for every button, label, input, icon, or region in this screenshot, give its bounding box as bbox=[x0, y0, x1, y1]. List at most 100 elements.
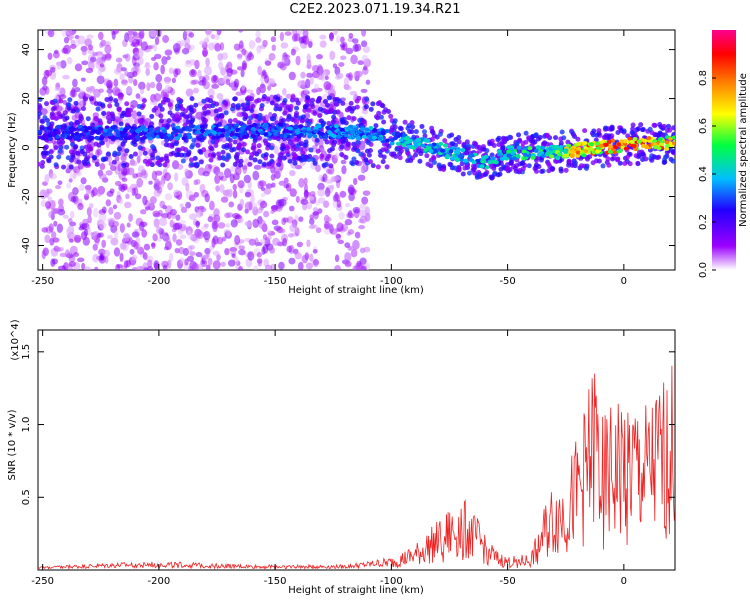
heatmap-cell bbox=[72, 78, 78, 88]
heatmap-cell bbox=[549, 154, 555, 159]
heatmap-cell bbox=[42, 133, 48, 138]
heatmap-cell bbox=[343, 77, 350, 86]
heatmap-cell bbox=[634, 126, 640, 132]
heatmap-cell bbox=[132, 31, 138, 37]
heatmap-cell bbox=[125, 86, 133, 94]
heatmap-cell bbox=[204, 193, 210, 203]
heatmap-cell bbox=[563, 148, 569, 153]
heatmap-cell bbox=[152, 210, 160, 217]
heatmap-cell bbox=[281, 117, 287, 123]
heatmap-cell bbox=[126, 222, 131, 228]
heatmap-cell bbox=[605, 156, 611, 162]
x-tick-label: -250 bbox=[31, 576, 54, 587]
x-tick-label: -200 bbox=[148, 276, 171, 287]
heatmap-cell bbox=[319, 131, 325, 136]
heatmap-cell bbox=[217, 222, 226, 229]
heatmap-cell bbox=[322, 173, 328, 183]
heatmap-cell bbox=[149, 162, 155, 168]
heatmap-cell bbox=[148, 127, 154, 132]
heatmap-cell bbox=[233, 78, 240, 88]
heatmap-cell bbox=[288, 103, 294, 109]
heatmap-cell bbox=[661, 123, 667, 129]
heatmap-cell bbox=[166, 118, 172, 124]
heatmap-cell bbox=[289, 223, 296, 233]
heatmap-cell bbox=[361, 119, 367, 125]
heatmap-cell bbox=[309, 253, 314, 262]
heatmap-cell bbox=[62, 214, 69, 219]
heatmap-cell bbox=[62, 74, 70, 80]
heatmap-cell bbox=[326, 222, 333, 230]
heatmap-cell bbox=[83, 96, 89, 102]
heatmap-cell bbox=[49, 173, 57, 180]
heatmap-cell bbox=[101, 239, 107, 248]
heatmap-cell bbox=[133, 79, 138, 86]
heatmap-cell bbox=[578, 163, 584, 169]
heatmap-cell bbox=[225, 223, 231, 228]
heatmap-cell bbox=[347, 229, 355, 235]
heatmap-cell bbox=[80, 45, 88, 52]
heatmap-cell bbox=[88, 135, 94, 140]
heatmap-cell bbox=[86, 143, 92, 149]
heatmap-cell bbox=[184, 43, 191, 51]
heatmap-cell bbox=[394, 146, 400, 152]
heatmap-cell bbox=[489, 175, 495, 181]
heatmap-cell bbox=[106, 119, 112, 125]
heatmap-cell bbox=[86, 207, 92, 217]
heatmap-cell bbox=[159, 106, 165, 112]
heatmap-cell bbox=[332, 175, 340, 182]
heatmap-cell bbox=[187, 230, 192, 239]
heatmap-cell bbox=[94, 161, 100, 167]
snr-x-axis: -250 -200 -150 -100 -50 0 bbox=[31, 330, 627, 587]
heatmap-cell bbox=[339, 43, 346, 48]
heatmap-cell bbox=[260, 75, 265, 83]
heatmap-cell bbox=[173, 128, 179, 133]
heatmap-cell bbox=[219, 184, 225, 193]
heatmap-cell bbox=[664, 146, 670, 151]
heatmap-cell bbox=[299, 141, 305, 147]
heatmap-cell bbox=[664, 143, 670, 148]
heatmap-cell bbox=[429, 125, 435, 131]
heatmap-cell bbox=[261, 94, 267, 100]
heatmap-cell bbox=[244, 191, 252, 198]
heatmap-cell bbox=[269, 100, 275, 106]
heatmap-cell bbox=[349, 90, 358, 96]
heatmap-cell bbox=[252, 157, 258, 163]
heatmap-cell bbox=[201, 119, 207, 125]
heatmap-cell bbox=[271, 204, 278, 212]
heatmap-cell bbox=[88, 96, 94, 102]
heatmap-cell bbox=[178, 246, 185, 255]
heatmap-cell bbox=[646, 136, 652, 141]
y-tick-label: 1.5 bbox=[21, 344, 32, 360]
heatmap-cell bbox=[317, 182, 325, 191]
heatmap-cell bbox=[66, 56, 73, 65]
heatmap-cell bbox=[132, 160, 138, 167]
heatmap-cell bbox=[319, 40, 327, 48]
heatmap-cell bbox=[76, 98, 84, 108]
heatmap-cell bbox=[329, 101, 336, 107]
heatmap-cell bbox=[429, 136, 435, 142]
heatmap-cell bbox=[595, 146, 601, 151]
heatmap-cell bbox=[530, 155, 536, 160]
heatmap-cell bbox=[131, 231, 140, 238]
heatmap-cell bbox=[64, 249, 70, 258]
heatmap-cell bbox=[179, 40, 187, 47]
heatmap-cell bbox=[566, 143, 572, 148]
heatmap-cell bbox=[117, 146, 123, 152]
heatmap-cell bbox=[383, 107, 389, 113]
heatmap-cell bbox=[664, 128, 670, 134]
heatmap-cell bbox=[57, 148, 63, 154]
heatmap-cell bbox=[364, 127, 370, 132]
heatmap-cell bbox=[105, 151, 111, 157]
heatmap-cell bbox=[132, 151, 138, 157]
heatmap-cell bbox=[75, 135, 81, 140]
heatmap-cell bbox=[323, 162, 329, 168]
heatmap-cell bbox=[176, 163, 184, 170]
heatmap-cell bbox=[119, 252, 124, 262]
heatmap-cell bbox=[244, 201, 253, 211]
heatmap-cell bbox=[260, 238, 266, 245]
heatmap-cell bbox=[64, 115, 70, 121]
heatmap-cell bbox=[67, 217, 73, 224]
heatmap-cell bbox=[353, 177, 358, 186]
heatmap-cell bbox=[113, 68, 122, 75]
heatmap-cell bbox=[506, 149, 512, 154]
